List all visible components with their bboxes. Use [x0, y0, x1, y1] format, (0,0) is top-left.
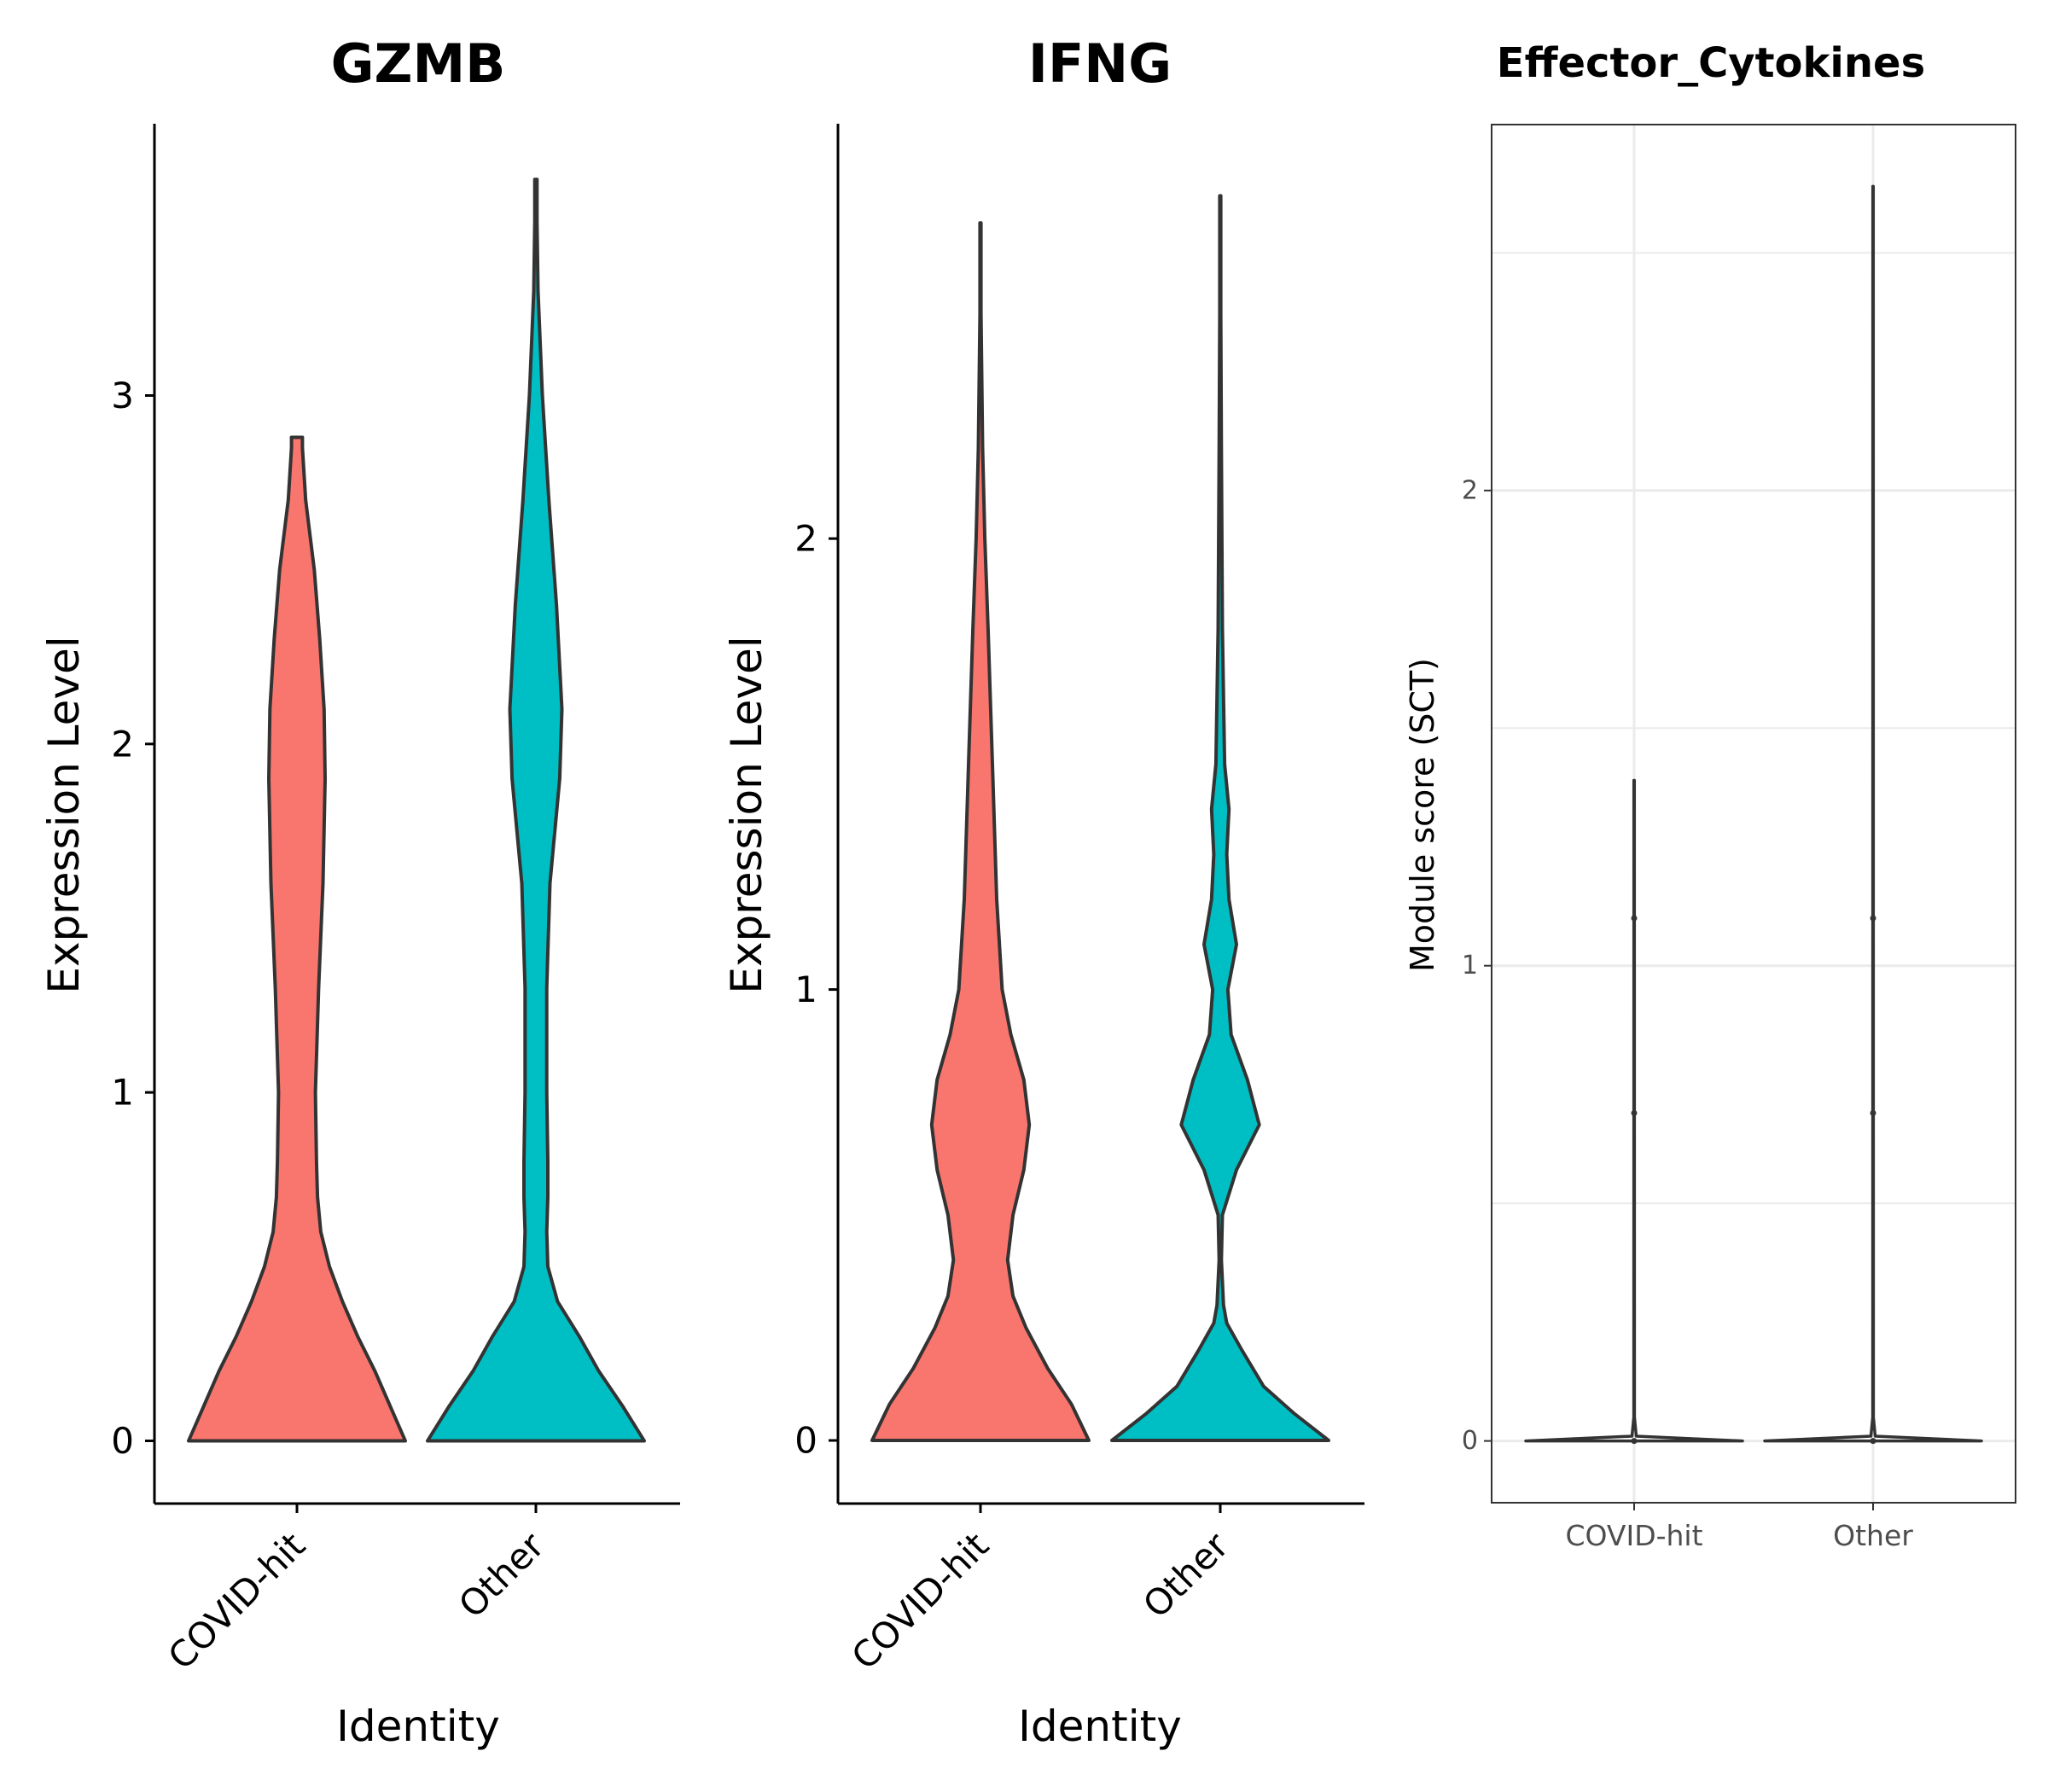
panel-effector-cytokines: Effector_Cytokines 0 1 2 COVID-hit Other Mo… [1404, 39, 2016, 1552]
violin-group [1524, 184, 1983, 1445]
y-ticks: 0 1 2 [794, 518, 838, 1462]
plot-background [1492, 125, 2016, 1503]
violin-covid-hit [870, 221, 1091, 1442]
panel-title: Effector_Cytokines [1497, 39, 1925, 87]
y-ticks: 0 1 2 [1462, 475, 1492, 1456]
y-tick-label: 0 [111, 1420, 134, 1462]
data-point [1870, 915, 1876, 922]
y-axis-title: Expression Level [722, 636, 771, 993]
panel-title: GZMB [331, 32, 506, 95]
violin-covid-hit [187, 435, 407, 1443]
y-tick-label: 2 [111, 723, 134, 765]
y-tick-label: 2 [1462, 475, 1478, 505]
y-tick-label: 1 [794, 969, 817, 1010]
data-point [1631, 1109, 1638, 1116]
y-axis-title: Expression Level [39, 636, 89, 993]
y-tick-label: 2 [794, 518, 817, 560]
x-tick-label: Other [451, 1524, 552, 1626]
x-ticks: COVID-hit Other [160, 1504, 553, 1678]
y-axis-title: Module score (SCT) [1404, 658, 1441, 972]
y-ticks: 0 1 2 3 [111, 375, 154, 1462]
x-ticks: COVID-hit Other [1565, 1503, 1913, 1552]
x-tick-label: COVID-hit [843, 1524, 997, 1678]
data-point [1870, 1438, 1876, 1445]
y-tick-label: 0 [794, 1420, 817, 1462]
data-point [1631, 915, 1638, 922]
y-tick-label: 0 [1462, 1426, 1478, 1456]
x-tick-label: COVID-hit [160, 1524, 313, 1678]
x-ticks: COVID-hit Other [843, 1504, 1237, 1678]
y-tick-label: 3 [111, 375, 134, 416]
x-axis-title: Identity [1018, 1702, 1182, 1751]
panel-ifng: IFNG 0 1 2 COVID-hit Other Expression Level… [722, 32, 1364, 1751]
y-tick-label: 1 [1462, 951, 1478, 980]
x-tick-label: Other [1833, 1519, 1913, 1552]
violin-covid-hit [1524, 778, 1744, 1443]
violin-group [870, 194, 1330, 1442]
plot-border [1491, 124, 2016, 1504]
panel-title: IFNG [1028, 32, 1172, 95]
violin-other [426, 177, 646, 1443]
x-axis-title: Identity [336, 1702, 500, 1751]
violin-group [187, 177, 646, 1443]
x-tick-label: Other [1135, 1524, 1236, 1626]
violin-other [1110, 194, 1330, 1442]
violin-other [1763, 184, 1983, 1443]
data-point [1631, 1438, 1638, 1445]
x-tick-label: COVID-hit [1565, 1519, 1702, 1552]
data-point [1870, 1109, 1876, 1116]
y-tick-label: 1 [111, 1072, 134, 1114]
panel-gzmb: GZMB 0 1 2 3 COVID-hit Other Expression Leve… [39, 32, 680, 1751]
